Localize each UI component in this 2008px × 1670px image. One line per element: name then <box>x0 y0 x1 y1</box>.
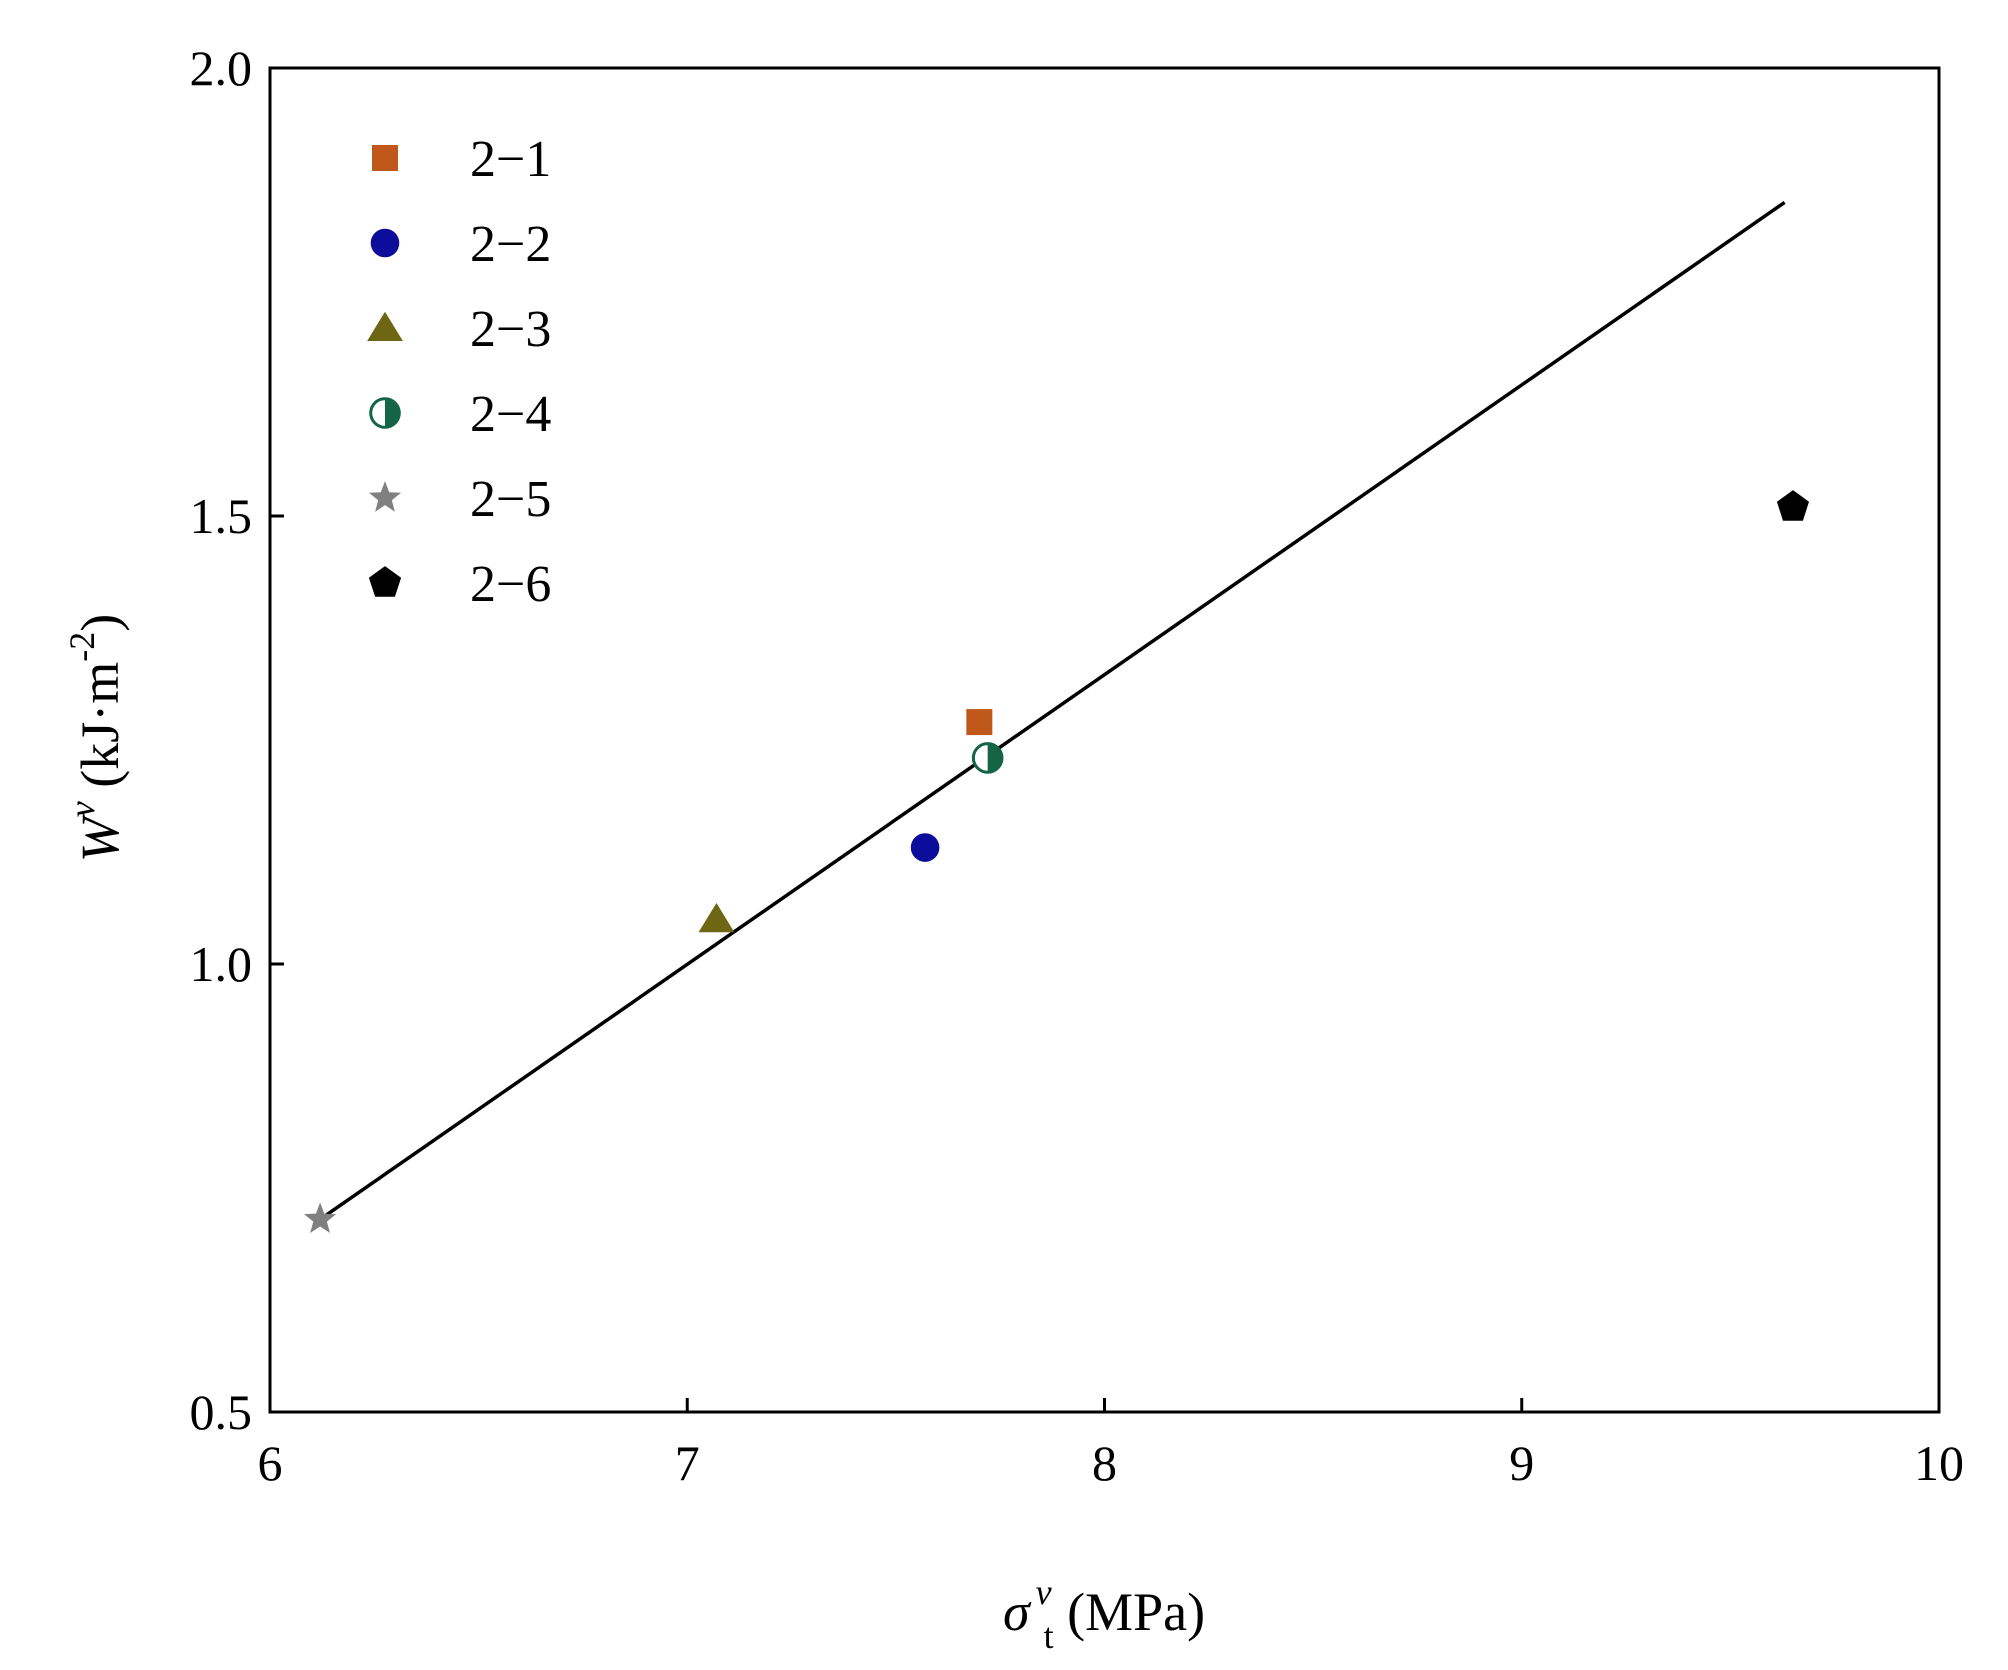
x-tick-label: 8 <box>1092 1435 1117 1491</box>
y-tick-label: 2.0 <box>190 40 253 96</box>
y-axis-ticks: 0.5 1.0 1.5 2.0 <box>190 40 284 1440</box>
data-points <box>304 490 1809 1233</box>
legend-label: 2−5 <box>470 471 551 528</box>
y-axis-unit-prefix: (kJ·m <box>70 662 130 801</box>
x-axis-subscript: t <box>1044 1616 1054 1656</box>
x-axis-ticks: 6 7 8 9 10 <box>258 1398 1964 1491</box>
legend-marker <box>369 397 401 429</box>
legend-marker <box>370 228 400 258</box>
data-point <box>910 833 940 862</box>
legend-marker <box>368 481 402 512</box>
x-tick-label: 10 <box>1914 1435 1964 1491</box>
legend-marker <box>367 311 403 341</box>
x-tick-label: 9 <box>1509 1435 1534 1491</box>
y-axis-title: Wv (kJ·m-2) <box>62 614 130 862</box>
data-point <box>304 1202 337 1233</box>
x-axis-symbol: σ <box>1003 1582 1032 1642</box>
legend-marker <box>372 145 398 171</box>
y-axis-unit-suffix: ) <box>70 614 130 632</box>
y-tick-label: 1.5 <box>190 488 253 544</box>
y-tick-label: 1.0 <box>190 936 253 992</box>
x-tick-label: 6 <box>258 1435 283 1491</box>
legend-label: 2−1 <box>470 131 551 188</box>
legend: 2−1 2−2 2−3 2−4 2−5 2−6 <box>367 131 551 613</box>
fit-line <box>319 200 1786 1221</box>
data-point <box>1776 490 1809 521</box>
y-axis-symbol: W <box>70 812 130 862</box>
legend-label: 2−2 <box>470 216 551 273</box>
x-tick-label: 7 <box>675 1435 700 1491</box>
data-point <box>971 742 1004 774</box>
legend-label: 2−6 <box>470 556 551 613</box>
y-tick-label: 0.5 <box>190 1384 253 1440</box>
data-point <box>966 709 993 736</box>
legend-label: 2−4 <box>470 386 551 443</box>
x-axis-superscript: v <box>1036 1572 1052 1612</box>
legend-label: 2−3 <box>470 301 551 358</box>
x-axis-unit: (MPa) <box>1054 1582 1205 1642</box>
y-axis-unit-exponent: -2 <box>62 632 102 662</box>
fit-line-group <box>319 200 1786 1221</box>
legend-marker <box>368 566 402 597</box>
y-axis-superscript: v <box>62 801 102 817</box>
data-point <box>698 902 735 933</box>
